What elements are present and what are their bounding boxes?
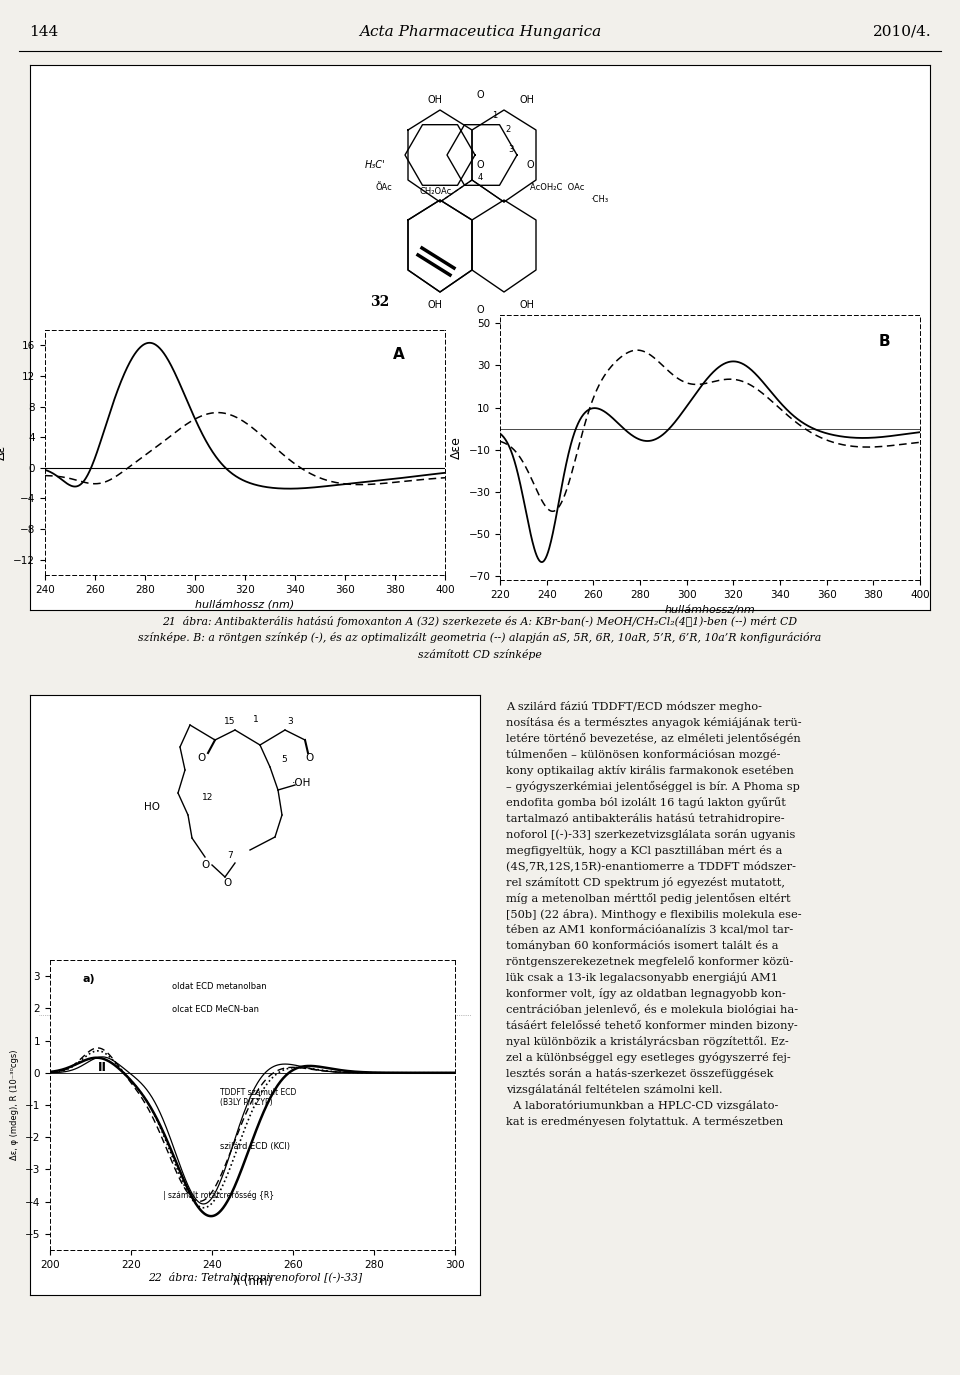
Text: O: O xyxy=(224,879,232,888)
Text: olcat ECD MeCN-ban: olcat ECD MeCN-ban xyxy=(172,1005,258,1015)
Text: 2010/4.: 2010/4. xyxy=(873,25,931,38)
Text: 1: 1 xyxy=(253,715,259,725)
Text: 7: 7 xyxy=(228,851,233,859)
Text: 22  ábra: Tetrahidropirenoforol [(-)-33]: 22 ábra: Tetrahidropirenoforol [(-)-33] xyxy=(148,1272,362,1283)
Text: OH: OH xyxy=(519,300,535,309)
Text: O: O xyxy=(198,754,206,763)
Text: OH: OH xyxy=(519,95,535,104)
Text: O: O xyxy=(476,305,484,315)
Text: a): a) xyxy=(83,975,95,984)
Text: O: O xyxy=(476,89,484,100)
Text: ·OH: ·OH xyxy=(292,778,311,788)
Text: O: O xyxy=(305,754,313,763)
Y-axis label: Δε: Δε xyxy=(0,446,8,461)
Text: OH: OH xyxy=(427,300,443,309)
X-axis label: hullámhossz/nm: hullámhossz/nm xyxy=(664,605,756,615)
Text: 4: 4 xyxy=(477,173,483,183)
Text: | számolt rotátcrerősség {R}: | számolt rotátcrerősség {R} xyxy=(163,1191,275,1200)
Text: CH₂OAc: CH₂OAc xyxy=(420,187,452,197)
Text: AcOH₂C  OAc: AcOH₂C OAc xyxy=(530,183,585,192)
Text: II: II xyxy=(98,1062,108,1074)
Text: 3: 3 xyxy=(508,146,514,154)
Text: 15: 15 xyxy=(225,718,236,726)
Text: 12: 12 xyxy=(203,792,214,802)
Text: A: A xyxy=(394,346,405,362)
Text: TDDFT számult ECD
(B3LY P/TZYP): TDDFT számult ECD (B3LY P/TZYP) xyxy=(220,1088,297,1107)
Y-axis label: Δε, φ (mdeg), R (10⁻³⁰cgs): Δε, φ (mdeg), R (10⁻³⁰cgs) xyxy=(11,1049,19,1160)
Text: 32: 32 xyxy=(371,296,390,309)
Text: A szilárd fáziú TDDFT/ECD módszer megho-
nosítása és a természtes anyagok kémiáj: A szilárd fáziú TDDFT/ECD módszer megho-… xyxy=(506,701,802,1126)
Text: szilárd ECD (KCl): szilárd ECD (KCl) xyxy=(220,1141,290,1151)
Text: 2: 2 xyxy=(505,125,511,135)
Y-axis label: Δεe: Δεe xyxy=(450,436,463,459)
Text: O: O xyxy=(201,859,209,870)
Text: O: O xyxy=(526,160,534,170)
Text: H₃C': H₃C' xyxy=(365,160,385,170)
Text: 1: 1 xyxy=(492,110,497,120)
Text: HO: HO xyxy=(144,802,160,813)
Text: 3: 3 xyxy=(287,718,293,726)
Text: 21  ábra: Antibakterális hatású fomoxanton A (32) szerkezete és A: KBr-ban(-) Me: 21 ábra: Antibakterális hatású fomoxanto… xyxy=(138,616,822,660)
Text: OH: OH xyxy=(427,95,443,104)
Text: B: B xyxy=(879,334,891,348)
X-axis label: hullámhossz (nm): hullámhossz (nm) xyxy=(196,601,295,610)
Text: ·CH₃: ·CH₃ xyxy=(590,195,608,205)
Text: Acta Pharmaceutica Hungarica: Acta Pharmaceutica Hungarica xyxy=(359,25,601,38)
Text: O: O xyxy=(476,160,484,170)
Text: oldat ECD metanolban: oldat ECD metanolban xyxy=(172,982,266,991)
X-axis label: λ (nm): λ (nm) xyxy=(233,1275,272,1288)
Text: ÕAc: ÕAc xyxy=(375,183,392,192)
Text: 144: 144 xyxy=(29,25,58,38)
Text: 5: 5 xyxy=(281,755,287,765)
